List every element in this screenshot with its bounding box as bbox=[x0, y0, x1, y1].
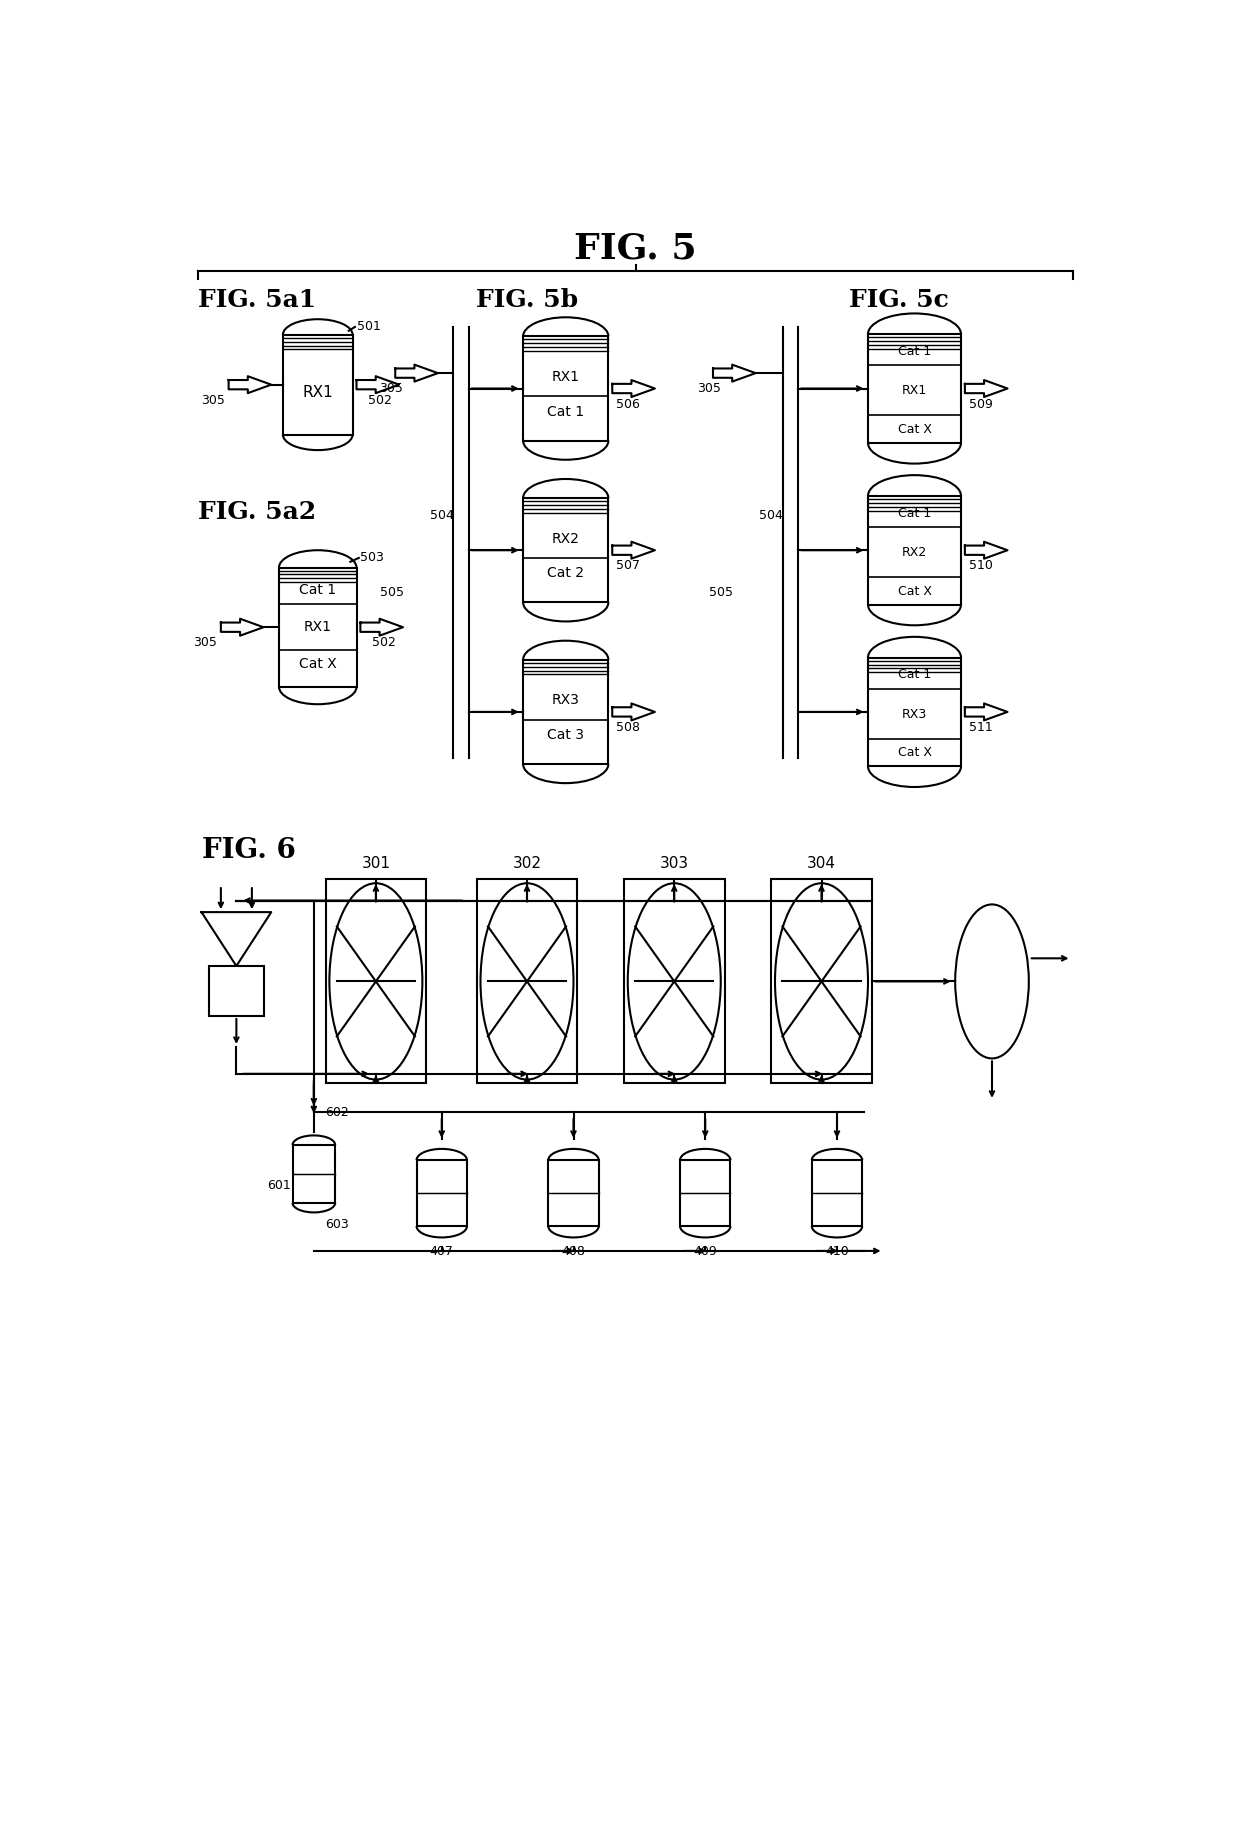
Text: FIG. 5c: FIG. 5c bbox=[849, 289, 949, 312]
Text: 507: 507 bbox=[616, 559, 640, 573]
Text: RX3: RX3 bbox=[901, 708, 928, 721]
Text: RX3: RX3 bbox=[552, 694, 579, 707]
Bar bbox=[283, 334, 352, 435]
Text: 301: 301 bbox=[361, 856, 391, 871]
Text: 305: 305 bbox=[201, 394, 226, 407]
Text: 305: 305 bbox=[697, 382, 722, 396]
Text: RX2: RX2 bbox=[901, 546, 928, 559]
Text: RX1: RX1 bbox=[552, 371, 580, 383]
Bar bbox=[624, 880, 724, 1083]
Text: 506: 506 bbox=[616, 398, 640, 411]
Bar bbox=[476, 880, 578, 1083]
Text: 509: 509 bbox=[968, 398, 993, 411]
Text: 508: 508 bbox=[616, 721, 640, 734]
Text: 511: 511 bbox=[968, 721, 992, 734]
Bar bbox=[868, 497, 961, 604]
Text: 505: 505 bbox=[379, 586, 404, 599]
Bar bbox=[417, 1160, 467, 1227]
Text: 601: 601 bbox=[268, 1180, 291, 1192]
Text: FIG. 6: FIG. 6 bbox=[201, 836, 295, 864]
Text: FIG. 5a2: FIG. 5a2 bbox=[197, 500, 316, 524]
Bar bbox=[325, 880, 427, 1083]
Text: 602: 602 bbox=[325, 1107, 350, 1119]
Text: RX1: RX1 bbox=[901, 383, 928, 398]
Bar bbox=[523, 659, 609, 763]
Text: 302: 302 bbox=[512, 856, 542, 871]
Text: Cat X: Cat X bbox=[898, 584, 931, 597]
Bar bbox=[548, 1160, 599, 1227]
Text: 305: 305 bbox=[193, 637, 217, 650]
Text: Cat X: Cat X bbox=[898, 747, 931, 760]
Text: Cat 1: Cat 1 bbox=[547, 405, 584, 418]
Text: RX1: RX1 bbox=[304, 621, 332, 634]
Text: 303: 303 bbox=[660, 856, 688, 871]
Text: RX1: RX1 bbox=[303, 385, 334, 400]
Text: Cat X: Cat X bbox=[898, 424, 931, 436]
Text: Cat 3: Cat 3 bbox=[547, 729, 584, 741]
Text: Cat X: Cat X bbox=[299, 657, 336, 672]
Text: 504: 504 bbox=[759, 509, 784, 522]
Text: 305: 305 bbox=[379, 382, 403, 396]
Text: 502: 502 bbox=[368, 394, 392, 407]
Text: 502: 502 bbox=[372, 637, 396, 650]
Text: 603: 603 bbox=[325, 1218, 350, 1231]
Text: 504: 504 bbox=[430, 509, 454, 522]
Text: RX2: RX2 bbox=[552, 531, 579, 546]
Text: 408: 408 bbox=[562, 1245, 585, 1258]
Text: 505: 505 bbox=[709, 586, 733, 599]
Bar bbox=[279, 568, 357, 687]
Text: Cat 1: Cat 1 bbox=[898, 508, 931, 520]
Text: Cat 1: Cat 1 bbox=[898, 668, 931, 681]
Bar bbox=[523, 498, 609, 603]
Text: Cat 2: Cat 2 bbox=[547, 566, 584, 581]
Text: 410: 410 bbox=[825, 1245, 849, 1258]
Bar bbox=[868, 334, 961, 444]
Text: FIG. 5: FIG. 5 bbox=[574, 232, 697, 265]
Text: 407: 407 bbox=[430, 1245, 454, 1258]
Bar bbox=[523, 336, 609, 440]
Text: 501: 501 bbox=[357, 320, 381, 334]
Bar bbox=[812, 1160, 862, 1227]
Text: 503: 503 bbox=[361, 551, 384, 564]
Bar bbox=[680, 1160, 730, 1227]
Text: 409: 409 bbox=[693, 1245, 717, 1258]
Text: Cat 1: Cat 1 bbox=[898, 345, 931, 358]
Bar bbox=[293, 1145, 335, 1203]
Text: Cat 1: Cat 1 bbox=[299, 582, 336, 597]
Bar bbox=[868, 657, 961, 767]
Bar bbox=[771, 880, 872, 1083]
Bar bbox=[210, 966, 263, 1015]
Text: 510: 510 bbox=[968, 559, 993, 573]
Text: FIG. 5b: FIG. 5b bbox=[476, 289, 578, 312]
Text: 304: 304 bbox=[807, 856, 836, 871]
Text: FIG. 5a1: FIG. 5a1 bbox=[197, 289, 316, 312]
